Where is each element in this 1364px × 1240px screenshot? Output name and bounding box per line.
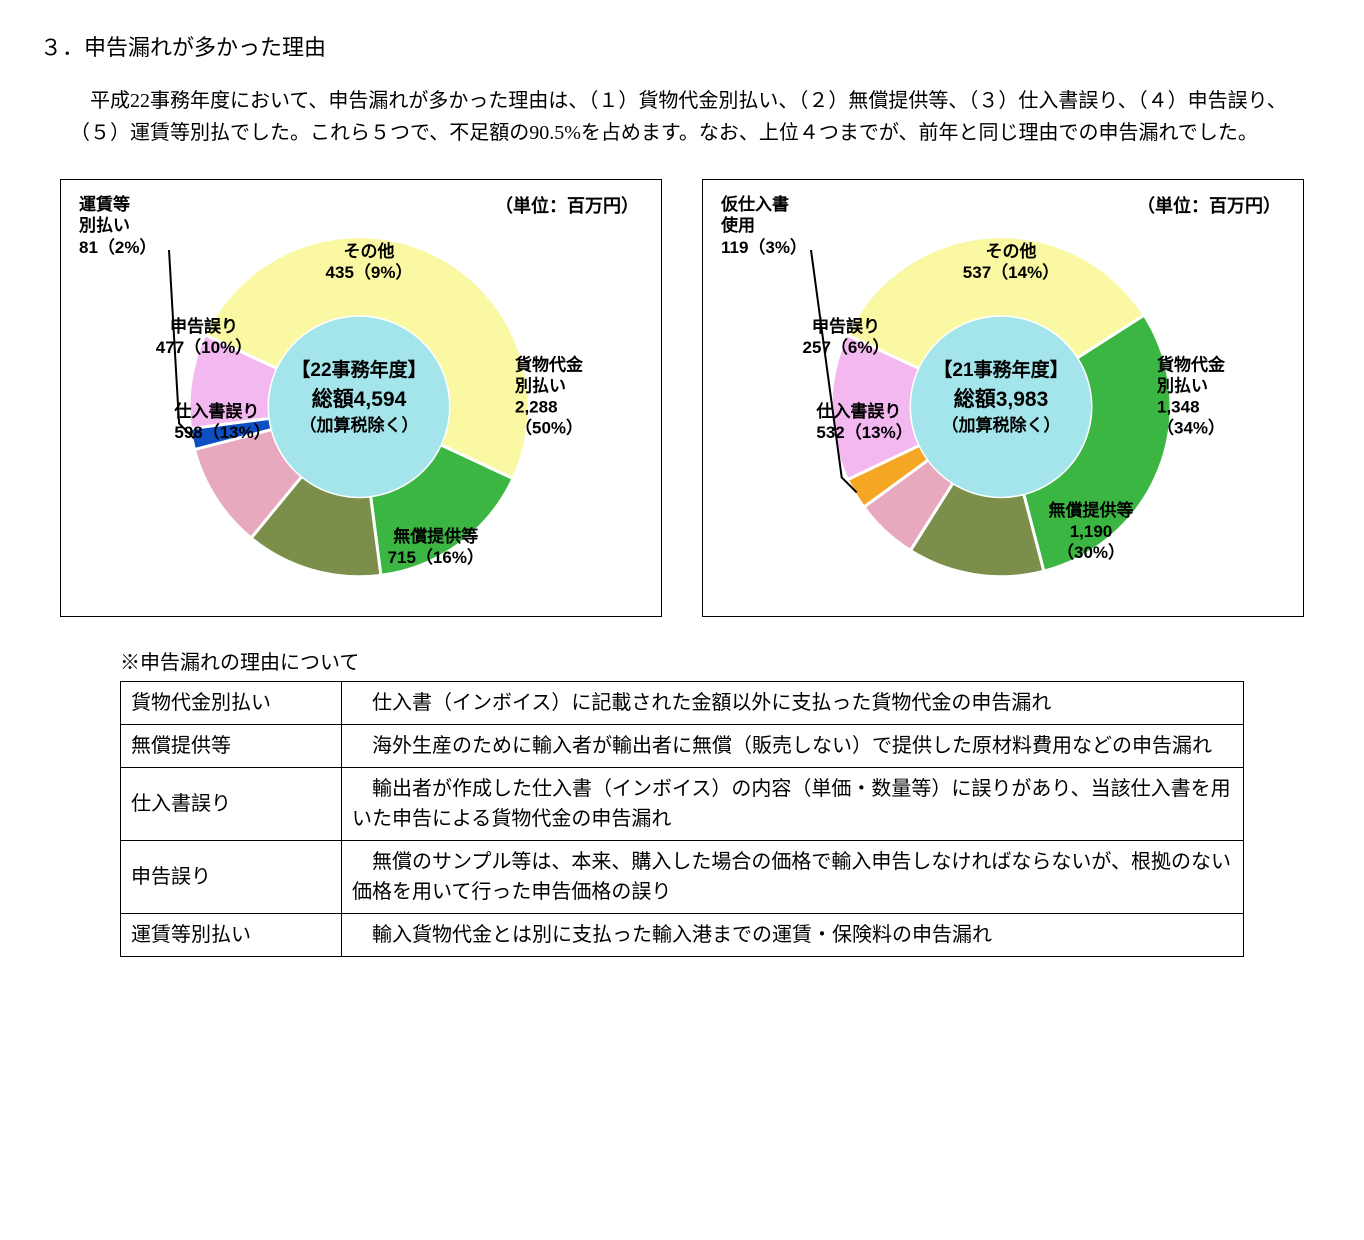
desc-cell: 海外生産のために輸入者が輸出者に無償（販売しない）で提供した原材料費用などの申告… [342, 725, 1244, 768]
desc-cell: 無償のサンプル等は、本来、購入した場合の価格で輸入申告しなければならないが、根拠… [342, 841, 1244, 914]
table-caption: ※申告漏れの理由について [120, 647, 1244, 679]
table-row: 無償提供等海外生産のために輸入者が輸出者に無償（販売しない）で提供した原材料費用… [121, 725, 1244, 768]
term-cell: 貨物代金別払い [121, 682, 342, 725]
chart-22: （単位：百万円） 【22事務年度】総額4,594（加算税除く）貨物代金別払い2,… [60, 179, 662, 617]
term-cell: 運賃等別払い [121, 914, 342, 957]
slice-label-sonota: その他537（14%） [963, 240, 1059, 283]
desc-cell: 輸入貨物代金とは別に支払った輸入港までの運賃・保険料の申告漏れ [342, 914, 1244, 957]
term-cell: 申告誤り [121, 841, 342, 914]
section-heading: ３．申告漏れが多かった理由 [40, 30, 1324, 65]
term-cell: 仕入書誤り [121, 768, 342, 841]
table-row: 仕入書誤り輸出者が作成した仕入書（インボイス）の内容（単価・数量等）に誤りがあり… [121, 768, 1244, 841]
table-row: 運賃等別払い輸入貨物代金とは別に支払った輸入港までの運賃・保険料の申告漏れ [121, 914, 1244, 957]
table-row: 貨物代金別払い仕入書（インボイス）に記載された金額以外に支払った貨物代金の申告漏… [121, 682, 1244, 725]
reasons-table: 貨物代金別払い仕入書（インボイス）に記載された金額以外に支払った貨物代金の申告漏… [120, 681, 1244, 957]
term-cell: 無償提供等 [121, 725, 342, 768]
reasons-table-section: ※申告漏れの理由について 貨物代金別払い仕入書（インボイス）に記載された金額以外… [120, 647, 1244, 957]
desc-cell: 仕入書（インボイス）に記載された金額以外に支払った貨物代金の申告漏れ [342, 682, 1244, 725]
slice-label-sonota: その他435（9%） [326, 240, 413, 283]
desc-cell: 輸出者が作成した仕入書（インボイス）の内容（単価・数量等）に誤りがあり、当該仕入… [342, 768, 1244, 841]
chart-21: （単位：百万円） 【21事務年度】総額3,983（加算税除く）貨物代金別払い1,… [702, 179, 1304, 617]
intro-paragraph: 平成22事務年度において、申告漏れが多かった理由は、（１）貨物代金別払い、（２）… [70, 85, 1314, 149]
charts-row: （単位：百万円） 【22事務年度】総額4,594（加算税除く）貨物代金別払い2,… [60, 179, 1304, 617]
table-row: 申告誤り無償のサンプル等は、本来、購入した場合の価格で輸入申告しなければならない… [121, 841, 1244, 914]
